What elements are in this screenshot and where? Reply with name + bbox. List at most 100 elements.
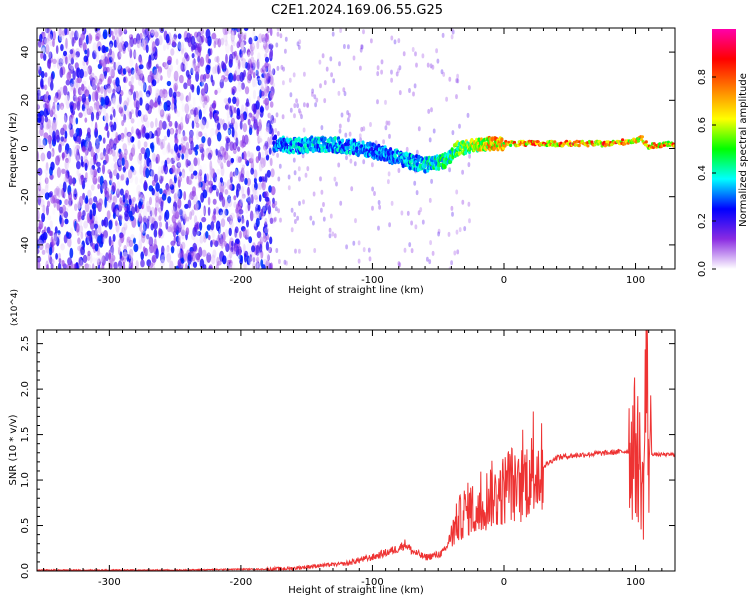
heatmap-cell xyxy=(56,102,60,111)
heatmap-cell xyxy=(75,223,80,233)
heatmap-cell xyxy=(119,188,124,196)
heatmap-cell xyxy=(467,201,471,207)
heatmap-cell xyxy=(242,150,247,161)
heatmap-cell xyxy=(70,57,75,65)
heatmap-cell xyxy=(49,108,53,116)
heatmap-cell xyxy=(85,97,90,106)
heatmap-cell xyxy=(191,53,195,59)
heatmap-cell xyxy=(119,35,125,43)
heatmap-cell xyxy=(352,138,356,143)
heatmap-cell xyxy=(210,74,214,83)
heatmap-cell xyxy=(226,259,232,266)
heatmap-cell xyxy=(448,167,451,173)
heatmap-cell xyxy=(450,205,454,211)
snr-x-tick-label: -300 xyxy=(98,577,121,588)
heatmap-cell xyxy=(143,159,148,167)
heatmap-cell xyxy=(215,176,221,184)
heatmap-cell xyxy=(330,72,333,78)
heatmap-cell xyxy=(380,69,383,75)
heatmap-cell xyxy=(257,52,261,63)
heatmap-cell xyxy=(189,129,194,138)
heatmap-cell xyxy=(76,136,80,145)
heatmap-cell xyxy=(208,265,213,269)
heatmap-cell xyxy=(162,139,167,148)
heatmap-cell xyxy=(250,194,254,205)
heatmap-cell xyxy=(147,74,152,84)
heatmap-cell xyxy=(248,112,253,118)
heatmap-cell xyxy=(235,65,241,77)
snr-y-tick-label: 0.0 xyxy=(20,563,31,579)
heatmap-cell xyxy=(57,187,61,198)
heatmap-cell xyxy=(255,156,260,164)
heatmap-cell xyxy=(456,73,459,79)
heatmap-cell xyxy=(176,167,181,175)
heatmap-cell xyxy=(220,162,224,170)
heatmap-cell xyxy=(39,127,44,137)
heatmap-cell xyxy=(262,40,266,47)
heatmap-cell xyxy=(231,34,235,41)
heatmap-cell xyxy=(271,202,276,209)
heatmap-cell xyxy=(145,90,151,98)
heatmap-cell xyxy=(93,104,97,114)
heatmap-cell xyxy=(216,256,220,267)
heatmap-cell xyxy=(216,157,222,164)
heatmap-cell xyxy=(292,72,296,78)
heatmap-cell xyxy=(231,28,236,31)
heatmap-cell xyxy=(350,186,354,192)
heatmap-cell xyxy=(45,100,50,109)
heatmap-cell xyxy=(71,116,76,126)
heatmap-cell xyxy=(312,191,316,197)
heatmap-cell xyxy=(260,90,265,97)
heatmap-cell xyxy=(274,200,278,206)
heatmap-cell xyxy=(174,168,178,179)
heatmap-cell xyxy=(467,162,471,168)
heatmap-cell xyxy=(103,71,107,79)
heatmap-cell xyxy=(181,145,186,154)
heatmap-cell xyxy=(90,167,94,176)
heatmap-cell xyxy=(49,191,54,197)
heatmap-cell xyxy=(185,95,190,102)
heatmap-cell xyxy=(264,227,269,234)
heatmap-cell xyxy=(257,135,261,144)
heatmap-cell xyxy=(99,252,104,263)
heatmap-cell xyxy=(61,114,67,126)
heatmap-cell xyxy=(157,71,161,78)
heatmap-cell xyxy=(69,147,72,157)
heatmap-cell xyxy=(171,40,176,47)
heatmap-cell xyxy=(193,170,198,176)
heatmap-cell xyxy=(417,154,421,160)
heatmap-cell xyxy=(74,30,79,41)
heatmap-cell xyxy=(182,130,186,137)
heatmap-cell xyxy=(249,254,253,262)
heatmap-cell xyxy=(52,57,57,68)
heatmap-cell xyxy=(169,224,173,233)
heatmap-cell xyxy=(217,65,220,75)
heatmap-cell xyxy=(371,186,374,192)
heatmap-cell xyxy=(453,250,457,256)
heatmap-cell xyxy=(340,138,345,143)
heatmap-cell xyxy=(61,260,65,267)
heatmap-cell xyxy=(183,75,188,83)
heatmap-cell xyxy=(274,128,278,133)
heatmap-cell xyxy=(243,134,249,145)
heatmap-cell xyxy=(212,249,217,258)
heatmap-cell xyxy=(390,77,393,83)
heatmap-cell xyxy=(171,164,176,174)
heatmap-cell xyxy=(301,153,305,159)
heatmap-cell xyxy=(500,137,504,142)
heatmap-cell xyxy=(104,151,109,161)
heatmap-cell xyxy=(148,44,151,51)
heatmap-cell xyxy=(346,145,350,151)
heatmap-cell xyxy=(180,48,184,55)
heatmap-cell xyxy=(138,213,142,222)
heatmap-cell xyxy=(90,111,95,122)
heatmap-cell xyxy=(146,218,150,229)
heatmap-cell xyxy=(109,48,112,56)
heatmap-cell xyxy=(210,221,215,231)
heatmap-cell xyxy=(430,155,434,161)
heatmap-cell xyxy=(196,36,201,44)
heatmap-cell xyxy=(96,258,102,267)
heatmap-cell xyxy=(261,63,266,70)
heatmap-cell xyxy=(62,181,67,193)
heatmap-cell xyxy=(466,112,470,118)
